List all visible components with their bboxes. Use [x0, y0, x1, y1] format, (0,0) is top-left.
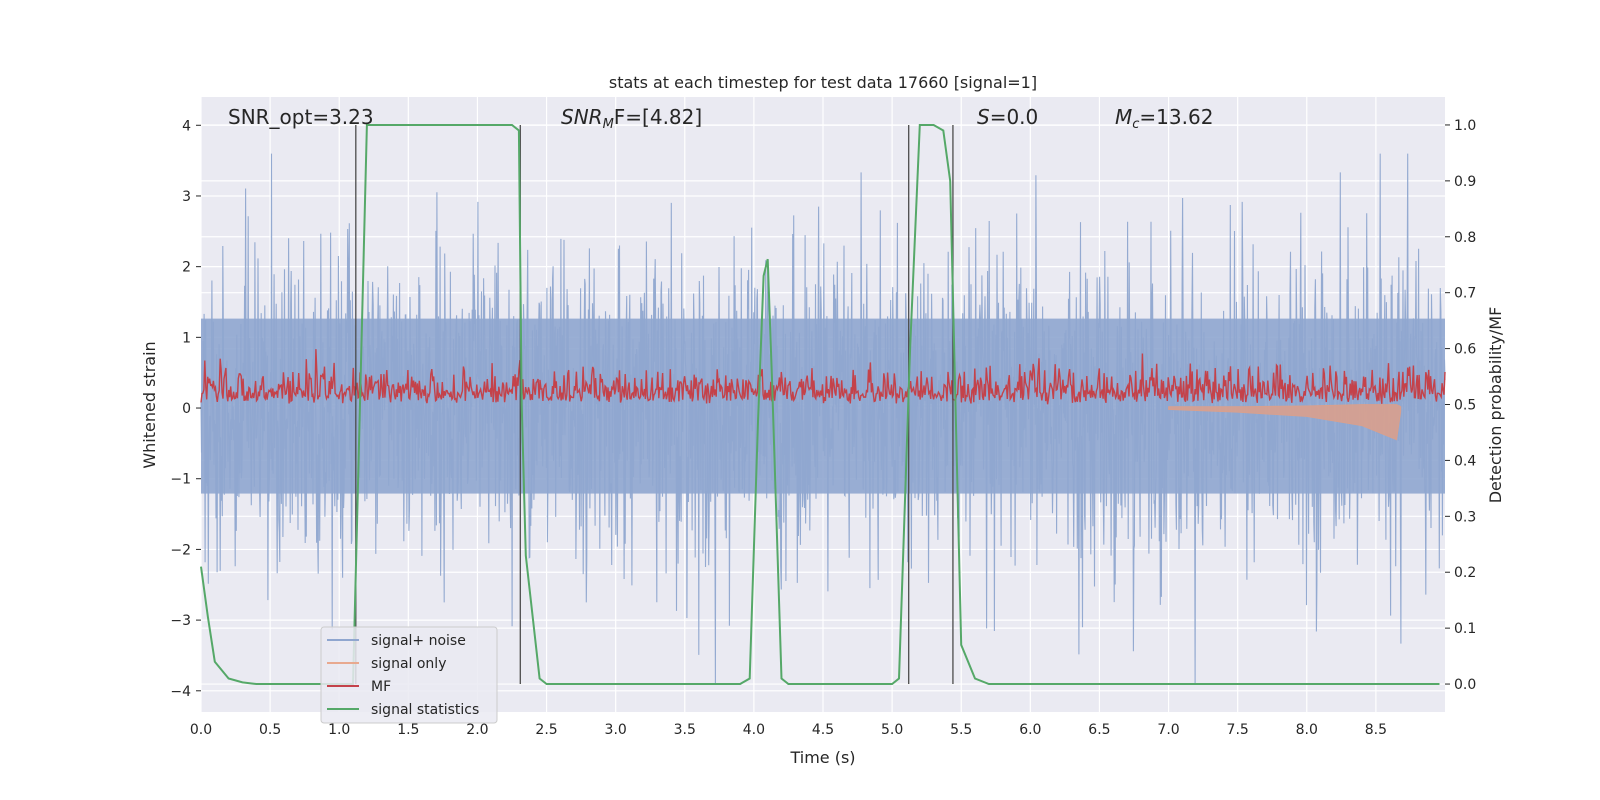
x-axis-label: Time (s) [789, 748, 855, 767]
chart-title: stats at each timestep for test data 176… [609, 73, 1037, 92]
x-tick-label: 1.0 [328, 722, 350, 738]
y-right-tick-label: 1.0 [1454, 118, 1476, 134]
x-tick-label: 0.0 [190, 722, 212, 738]
legend-label-signal-statistics: signal statistics [371, 702, 479, 718]
x-tick-label: 7.5 [1227, 722, 1249, 738]
x-tick-label: 8.0 [1296, 722, 1318, 738]
y-left-tick-label: 0 [182, 401, 191, 417]
x-tick-label: 2.0 [466, 722, 488, 738]
legend-box [320, 626, 498, 724]
x-tick-label: 0.5 [259, 722, 281, 738]
x-tick-label: 8.5 [1365, 722, 1387, 738]
y-right-tick-label: 0.8 [1454, 230, 1476, 246]
mc-sub: c [1132, 117, 1139, 132]
y-left-tick-label: −2 [170, 542, 191, 558]
signal-only-series [1168, 404, 1402, 441]
x-tick-label: 5.5 [950, 722, 972, 738]
legend: signal+ noise signal only MF signal stat… [320, 626, 498, 724]
x-tick-label: 1.5 [397, 722, 419, 738]
y-right-tick-label: 0.0 [1454, 677, 1476, 693]
x-tick-label: 6.5 [1088, 722, 1110, 738]
x-tick-label: 2.5 [535, 722, 557, 738]
snr-opt-annotation: SNR_opt=3.23 [228, 105, 374, 129]
y-right-tick-label: 0.2 [1454, 565, 1476, 581]
y-right-tick-label: 0.7 [1454, 286, 1476, 302]
y-left-tick-label: 2 [182, 260, 191, 276]
x-tick-label: 6.0 [1019, 722, 1041, 738]
y-right-tick-label: 0.1 [1454, 621, 1476, 637]
snr-mf-rest: F=[4.82] [614, 105, 702, 129]
s-rest: =0.0 [990, 105, 1039, 129]
mf-line [200, 349, 1446, 405]
x-tick-label: 3.0 [605, 722, 627, 738]
x-tick-label: 4.0 [743, 722, 765, 738]
signal-noise-series [200, 153, 1446, 684]
snr-mf-sub: M [603, 117, 614, 132]
signal-noise-band [201, 318, 1445, 494]
y-left-tick-label: −3 [170, 613, 191, 629]
mc-base: M [1115, 105, 1132, 129]
y-right-tick-label: 0.4 [1454, 453, 1476, 469]
y-axis-label-left: Whitened strain [140, 341, 159, 468]
x-tick-label: 4.5 [812, 722, 834, 738]
mf-series [200, 349, 1446, 405]
x-tick-label: 7.0 [1157, 722, 1179, 738]
y-axis-label-right: Detection probability/MF [1486, 307, 1505, 504]
y-right-tick-label: 0.6 [1454, 342, 1476, 358]
y-left-tick-label: −4 [170, 684, 191, 700]
mc-rest: =13.62 [1139, 105, 1213, 129]
snr-mf-annotation: SNRMF=[4.82] [561, 105, 702, 132]
y-left-tick-label: −1 [170, 472, 191, 488]
x-tick-label: 5.0 [881, 722, 903, 738]
legend-label-signal-noise: signal+ noise [371, 633, 466, 649]
mc-annotation: Mc=13.62 [1115, 105, 1213, 132]
snr-mf-base: SNR [561, 105, 603, 129]
legend-label-mf: MF [371, 679, 391, 695]
y-right-tick-label: 0.3 [1454, 509, 1476, 525]
y-right-tick-label: 0.9 [1454, 174, 1476, 190]
y-right-tick-label: 0.5 [1454, 398, 1476, 414]
axis-ticks: 0.0 0.5 1.0 1.5 2.0 2.5 3.0 3.5 4.0 4.5 5.0 5.5 6.0 6… [170, 118, 1476, 738]
y-left-tick-label: 1 [182, 330, 191, 346]
s-annotation: S=0.0 [977, 105, 1038, 129]
y-left-tick-label: 4 [182, 118, 191, 134]
y-left-tick-label: 3 [182, 189, 191, 205]
s-base: S [977, 105, 990, 129]
legend-label-signal-only: signal only [371, 656, 446, 672]
signal-only-shape [1168, 404, 1402, 441]
x-tick-label: 3.5 [674, 722, 696, 738]
